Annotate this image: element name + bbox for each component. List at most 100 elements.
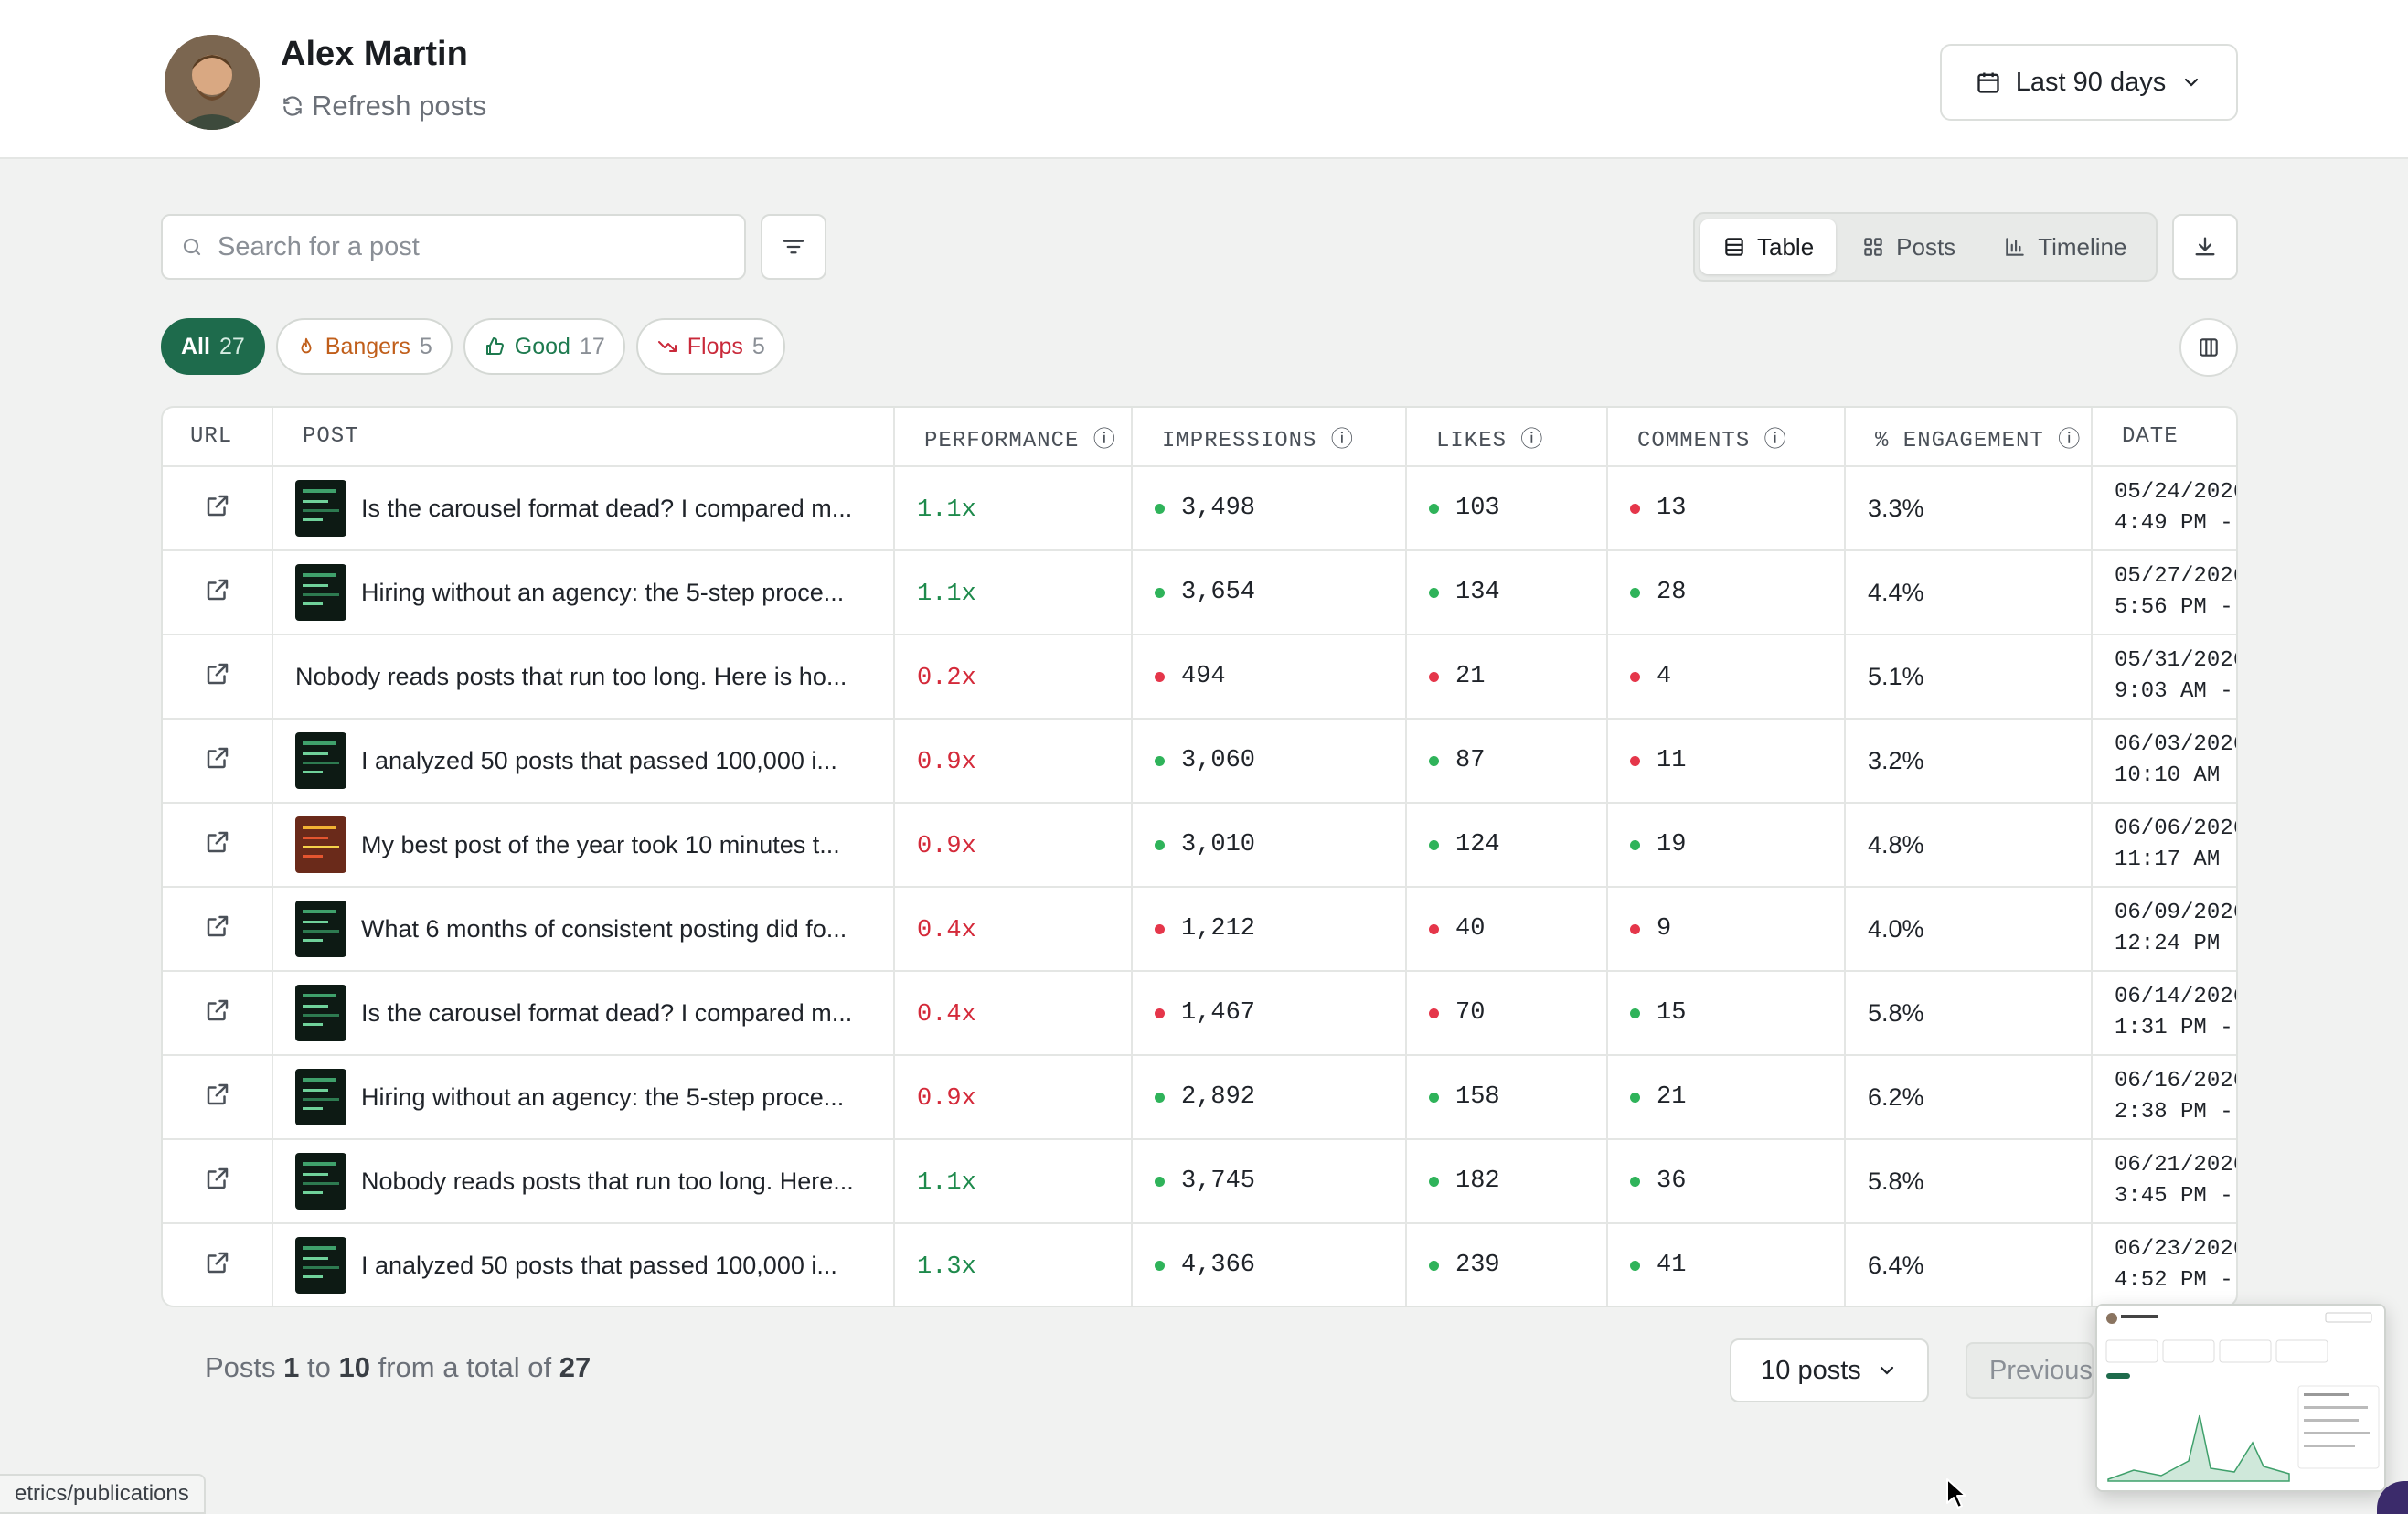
search-input[interactable] — [218, 231, 730, 262]
time-value: 9:03 AM - S — [2115, 679, 2236, 704]
date-value: 06/16/2026 — [2115, 1069, 2238, 1093]
date-cell: 06/16/2026 2:38 PM - T — [2092, 1055, 2238, 1140]
engagement-cell: 4.4% — [1845, 550, 2093, 635]
url-cell — [163, 803, 273, 888]
date-value: 06/23/2026 — [2115, 1237, 2238, 1262]
external-link-icon[interactable] — [204, 744, 231, 772]
refresh-posts-button[interactable]: Refresh posts — [281, 90, 486, 123]
table-row[interactable]: I analyzed 50 posts that passed 100,000 … — [163, 719, 2236, 804]
table-row[interactable]: I analyzed 50 posts that passed 100,000 … — [163, 1223, 2238, 1306]
table-row[interactable]: Is the carousel format dead? I compared … — [163, 971, 2236, 1056]
engagement-cell: 5.8% — [1845, 1139, 2093, 1224]
post-cell[interactable]: Hiring without an agency: the 5-step pro… — [272, 1055, 895, 1140]
table-row[interactable]: What 6 months of consistent posting did … — [163, 887, 2236, 972]
calendar-icon — [1977, 72, 1999, 93]
impressions-value: 1,212 — [1181, 915, 1256, 943]
download-button[interactable] — [2172, 214, 2238, 280]
post-cell[interactable]: My best post of the year took 10 minutes… — [272, 803, 895, 888]
date-cell: 06/09/2026 12:24 PM - — [2092, 887, 2236, 972]
columns-icon — [2200, 338, 2218, 357]
comments-value: 19 — [1657, 831, 1687, 858]
engagement-value: 6.2% — [1868, 1082, 1924, 1111]
posts-per-page-dropdown[interactable]: 10 posts — [1730, 1338, 1929, 1402]
date-cell: 06/03/2026 10:10 AM - — [2092, 719, 2236, 804]
post-cell[interactable]: Is the carousel format dead? I compared … — [272, 466, 895, 551]
post-cell[interactable]: Nobody reads posts that run too long. He… — [272, 1139, 895, 1224]
status-dot — [1155, 839, 1165, 850]
external-link-icon[interactable] — [204, 828, 231, 856]
column-header-impressions[interactable]: IMPRESSIONS ⓘ — [1132, 408, 1407, 467]
filter-chip-bangers[interactable]: Bangers 5 — [275, 318, 453, 375]
status-dot — [1155, 587, 1165, 598]
previous-page-button[interactable]: Previous — [1966, 1342, 2094, 1399]
likes-value: 158 — [1455, 1083, 1500, 1111]
filter-button[interactable] — [761, 214, 826, 280]
filter-chip-label: All — [181, 333, 210, 359]
likes-cell: 182 — [1406, 1139, 1608, 1224]
comments-cell: 4 — [1607, 634, 1846, 720]
status-dot — [1155, 671, 1165, 682]
external-link-icon[interactable] — [204, 1249, 231, 1276]
comments-cell: 21 — [1607, 1055, 1846, 1140]
table-row[interactable]: Hiring without an agency: the 5-step pro… — [163, 550, 2236, 635]
post-cell[interactable]: Is the carousel format dead? I compared … — [272, 971, 895, 1056]
performance-cell: 1.3x — [894, 1223, 1133, 1306]
engagement-value: 4.0% — [1868, 914, 1924, 943]
post-thumbnail — [295, 732, 346, 789]
view-posts-button[interactable]: Posts — [1839, 219, 1977, 274]
column-header-url[interactable]: URL — [163, 408, 273, 467]
column-header-engagement[interactable]: % ENGAGEMENT ⓘ — [1845, 408, 2093, 467]
performance-value: 0.4x — [917, 1000, 976, 1029]
external-link-icon[interactable] — [204, 1081, 231, 1108]
table-row[interactable]: Nobody reads posts that run too long. He… — [163, 1139, 2236, 1224]
external-link-icon[interactable] — [204, 660, 231, 688]
impressions-cell: 3,060 — [1132, 719, 1407, 804]
comments-value: 4 — [1657, 663, 1672, 690]
column-header-likes[interactable]: LIKES ⓘ — [1406, 408, 1608, 467]
external-link-icon[interactable] — [204, 576, 231, 603]
post-cell[interactable]: I analyzed 50 posts that passed 100,000 … — [272, 1223, 895, 1306]
impressions-cell: 3,498 — [1132, 466, 1407, 551]
filter-chip-good[interactable]: Good 17 — [463, 318, 625, 375]
columns-toggle-button[interactable] — [2179, 318, 2238, 377]
external-link-icon[interactable] — [204, 997, 231, 1024]
table-row[interactable]: My best post of the year took 10 minutes… — [163, 803, 2236, 888]
date-cell: 05/24/2026 4:49 PM - S — [2092, 466, 2236, 551]
status-dot — [1630, 503, 1640, 514]
post-thumbnail — [295, 1237, 346, 1294]
external-link-icon[interactable] — [204, 1165, 231, 1192]
tab-preview-thumbnail[interactable] — [2095, 1304, 2386, 1492]
comments-value: 21 — [1657, 1083, 1687, 1111]
view-table-button[interactable]: Table — [1700, 219, 1837, 274]
time-value: 4:52 PM - T — [2115, 1268, 2236, 1293]
post-cell[interactable]: Nobody reads posts that run too long. He… — [272, 634, 895, 720]
post-cell[interactable]: Hiring without an agency: the 5-step pro… — [272, 550, 895, 635]
column-header-performance[interactable]: PERFORMANCE ⓘ — [894, 408, 1133, 467]
column-header-comments[interactable]: COMMENTS ⓘ — [1607, 408, 1846, 467]
external-link-icon[interactable] — [204, 912, 231, 940]
column-header-post[interactable]: POST — [272, 408, 895, 467]
post-cell[interactable]: What 6 months of consistent posting did … — [272, 887, 895, 972]
date-range-dropdown[interactable]: Last 90 days — [1940, 44, 2238, 121]
performance-value: 1.1x — [917, 580, 976, 608]
filter-chip-all[interactable]: All 27 — [161, 318, 265, 375]
table-row[interactable]: Is the carousel format dead? I compared … — [163, 466, 2236, 551]
column-header-date[interactable]: DATE — [2092, 408, 2236, 467]
info-icon: ⓘ — [1520, 428, 1544, 453]
filter-chip-flops[interactable]: Flops 5 — [635, 318, 785, 375]
status-dot — [1429, 503, 1439, 514]
time-value: 1:31 PM - S — [2115, 1016, 2236, 1040]
grid-icon — [1864, 238, 1882, 256]
view-timeline-button[interactable]: Timeline — [1981, 219, 2148, 274]
refresh-icon — [283, 96, 302, 116]
search-box[interactable] — [161, 214, 746, 280]
date-cell: 06/21/2026 3:45 PM - S — [2092, 1139, 2236, 1224]
table-row[interactable]: Nobody reads posts that run too long. He… — [163, 634, 2236, 720]
performance-value: 1.3x — [917, 1253, 976, 1281]
status-dot — [1429, 1008, 1439, 1018]
performance-cell: 0.4x — [894, 887, 1133, 972]
table-row[interactable]: Hiring without an agency: the 5-step pro… — [163, 1055, 2238, 1140]
status-dot — [1630, 1092, 1640, 1103]
external-link-icon[interactable] — [204, 492, 231, 519]
post-cell[interactable]: I analyzed 50 posts that passed 100,000 … — [272, 719, 895, 804]
